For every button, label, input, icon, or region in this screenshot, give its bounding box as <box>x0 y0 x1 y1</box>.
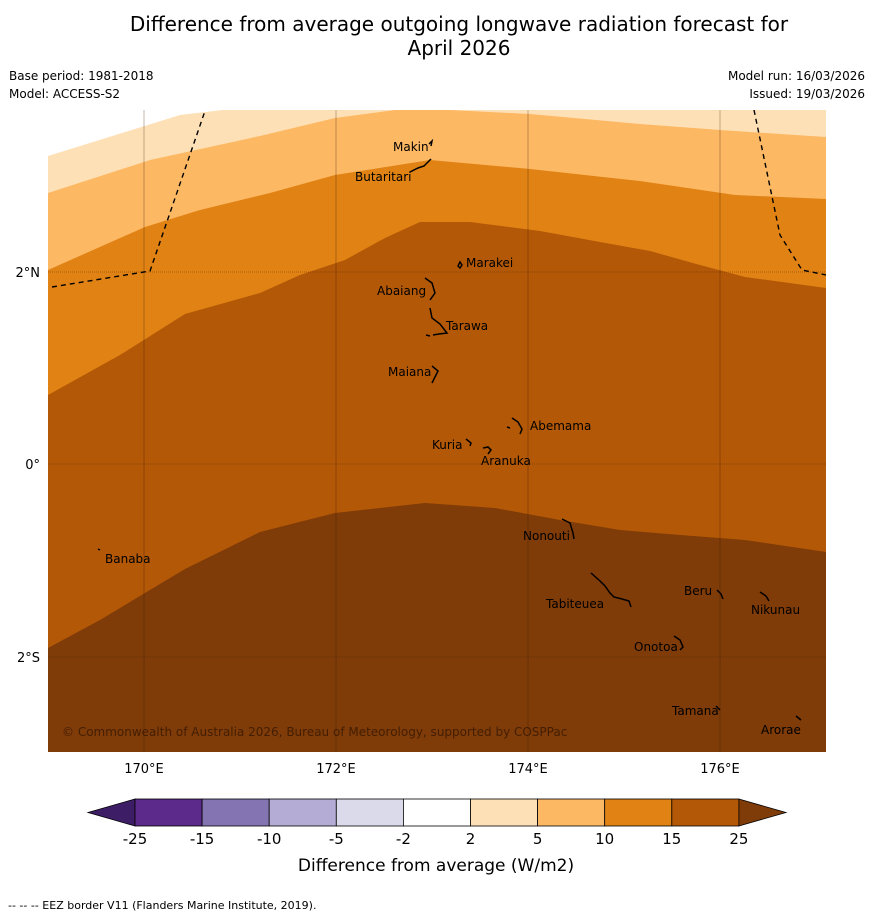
colorbar-cell <box>335 798 404 827</box>
lon-label-176: 176°E <box>700 762 740 777</box>
colorbar-tick-label: 10 <box>595 830 614 848</box>
colorbar-cell <box>201 798 270 827</box>
label-banaba: Banaba <box>105 552 151 566</box>
nonouti-outline <box>561 518 575 540</box>
island-labels: Makin Butaritari Marakei Abaiang Tarawa … <box>105 140 801 737</box>
label-tabiteuea: Tabiteuea <box>545 597 604 611</box>
abaiang-outline <box>424 277 436 301</box>
colorbar-label: Difference from average (W/m2) <box>298 856 574 876</box>
title-line-2: April 2026 <box>407 36 511 60</box>
onotoa-outline <box>673 635 684 651</box>
label-nikunau: Nikunau <box>751 603 800 617</box>
chart-title: Difference from average outgoing longwav… <box>0 12 873 60</box>
colorbar-cell <box>604 798 673 827</box>
arorae-outline <box>795 715 802 721</box>
tarawa-outline <box>425 307 449 337</box>
band-above-25 <box>48 503 826 752</box>
colorbar-cell <box>537 798 606 827</box>
label-nonouti: Nonouti <box>523 529 570 543</box>
label-tamana: Tamana <box>671 704 719 718</box>
title-line-1: Difference from average outgoing longwav… <box>129 12 789 36</box>
colorbar-cell <box>268 798 337 827</box>
label-aranuka: Aranuka <box>481 454 531 468</box>
lat-label-0: 0° <box>25 458 40 473</box>
eez-border-west <box>51 110 207 288</box>
colorbar-cell <box>402 798 471 827</box>
beru-outline <box>716 589 724 600</box>
colorbar-extend-low <box>86 798 136 827</box>
lat-label-2n: 2°N <box>16 266 41 281</box>
maiana-outline <box>431 365 439 384</box>
label-beru: Beru <box>684 584 712 598</box>
lon-label-170: 170°E <box>124 762 164 777</box>
colorbar-tick-label: -5 <box>329 830 344 848</box>
makin-outline <box>428 138 434 147</box>
colorbar-tick-label: -25 <box>123 830 148 848</box>
label-abemama: Abemama <box>530 419 591 433</box>
island-outlines <box>97 138 802 721</box>
abemama-outline <box>506 417 523 435</box>
model-run: Model run: 16/03/2026 <box>727 69 865 83</box>
marakei-outline <box>457 260 463 270</box>
label-arorae: Arorae <box>761 723 801 737</box>
tabiteuea-outline <box>590 572 632 608</box>
nikunau-outline <box>759 591 770 602</box>
meta-left: Base period: 1981-2018 Model: ACCESS-S2 <box>9 67 154 103</box>
meta-right: Model run: 16/03/2026 Issued: 19/03/2026 <box>728 67 865 103</box>
colorbar-tick-label: -15 <box>190 830 215 848</box>
colorbar: -25 -15 -10 -5 -2 2 5 10 15 25 Difference from av… <box>86 798 788 876</box>
butaritari-outline <box>409 158 432 173</box>
issued-date: Issued: 19/03/2026 <box>749 87 865 101</box>
lon-label-172: 172°E <box>316 762 356 777</box>
colorbar-cell <box>470 798 538 827</box>
label-butaritari: Butaritari <box>355 170 412 184</box>
eez-border-east <box>753 110 826 276</box>
graticule <box>48 110 826 752</box>
colorbar-tick-label: 2 <box>466 830 476 848</box>
label-tarawa: Tarawa <box>445 319 488 333</box>
colorbar-tick-label: 5 <box>533 830 543 848</box>
colorbar-cell <box>671 798 740 827</box>
map-area: Makin Butaritari Marakei Abaiang Tarawa … <box>48 110 826 752</box>
colorbar-ticks: -25 -15 -10 -5 -2 2 5 10 15 25 <box>123 830 749 848</box>
colorbar-cell <box>134 798 203 827</box>
base-period: Base period: 1981-2018 <box>9 69 154 83</box>
label-makin: Makin <box>393 140 429 154</box>
colorbar-tick-label: 15 <box>662 830 681 848</box>
label-marakei: Marakei <box>466 256 513 270</box>
label-abaiang: Abaiang <box>377 284 426 298</box>
colorbar-cells <box>86 798 788 827</box>
banaba-outline <box>97 548 101 551</box>
aranuka-outline <box>482 446 492 455</box>
model-name: Model: ACCESS-S2 <box>9 87 121 101</box>
tamana-outline <box>715 705 721 711</box>
lon-label-174: 174°E <box>508 762 548 777</box>
colorbar-tick-label: -10 <box>257 830 282 848</box>
label-maiana: Maiana <box>388 365 431 379</box>
axis-labels: 170°E 172°E 174°E 176°E 2°N 0° 2°S <box>16 266 740 777</box>
copyright-notice: © Commonwealth of Australia 2026, Bureau… <box>62 725 567 739</box>
kuria-outline <box>465 438 472 447</box>
lat-label-2s: 2°S <box>17 651 40 666</box>
colorbar-tick-label: 25 <box>729 830 748 848</box>
colorbar-tick-label: -2 <box>396 830 411 848</box>
colorbar-extend-high <box>738 798 788 827</box>
eez-footnote: -- -- -- EEZ border V11 (Flanders Marine… <box>8 899 317 912</box>
eez-borders <box>51 110 826 288</box>
label-onotoa: Onotoa <box>634 640 678 654</box>
label-kuria: Kuria <box>432 438 463 452</box>
